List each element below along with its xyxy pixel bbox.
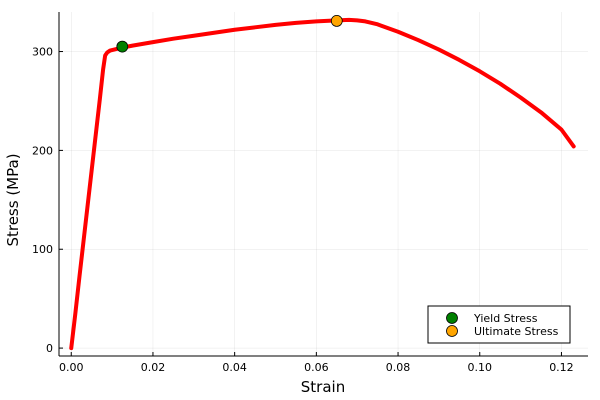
- stress-strain-curve: [69, 17, 576, 351]
- x-tick-label: 0.00: [59, 361, 84, 374]
- markers: [116, 14, 343, 53]
- yield-stress-point: [116, 40, 129, 53]
- y-axis-title: Stress (MPa): [4, 153, 22, 246]
- x-tick-label: 0.02: [141, 361, 166, 374]
- x-tick-label: 0.06: [304, 361, 329, 374]
- grid: [59, 12, 588, 356]
- legend-marker-ultimate: [446, 325, 458, 337]
- y-axis-ticks: 0 100 200 300: [32, 46, 63, 355]
- y-tick-label: 100: [32, 243, 53, 256]
- ultimate-stress-point: [330, 14, 343, 27]
- legend-marker-yield: [446, 312, 458, 324]
- x-axis-ticks: 0.00 0.02 0.04 0.06 0.08 0.10 0.12: [59, 352, 574, 374]
- y-tick-label: 0: [46, 342, 53, 355]
- axes: [58, 12, 588, 357]
- x-tick-label: 0.12: [549, 361, 574, 374]
- y-tick-label: 300: [32, 46, 53, 59]
- x-axis-title: Strain: [301, 378, 345, 396]
- legend-label-ultimate: Ultimate Stress: [474, 325, 559, 338]
- x-tick-label: 0.10: [467, 361, 492, 374]
- x-tick-label: 0.08: [386, 361, 411, 374]
- y-tick-label: 200: [32, 144, 53, 157]
- legend: Yield Stress Ultimate Stress: [427, 305, 571, 344]
- x-tick-label: 0.04: [222, 361, 247, 374]
- legend-label-yield: Yield Stress: [473, 312, 538, 325]
